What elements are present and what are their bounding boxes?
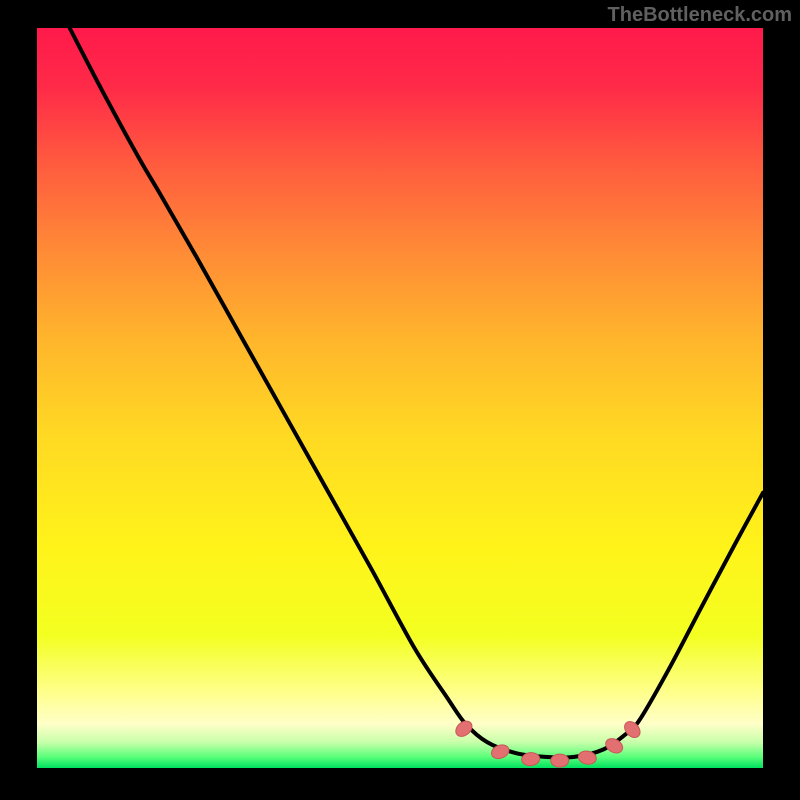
bottleneck-curve (70, 28, 763, 758)
attribution-text: TheBottleneck.com (608, 4, 792, 27)
chart-curve-layer (37, 28, 763, 768)
chart-container: { "attribution": "TheBottleneck.com", "c… (0, 0, 800, 800)
bottleneck-chart (37, 28, 763, 768)
optimal-marker (551, 754, 569, 767)
optimal-zone-markers (453, 718, 643, 767)
optimal-marker (453, 718, 475, 740)
